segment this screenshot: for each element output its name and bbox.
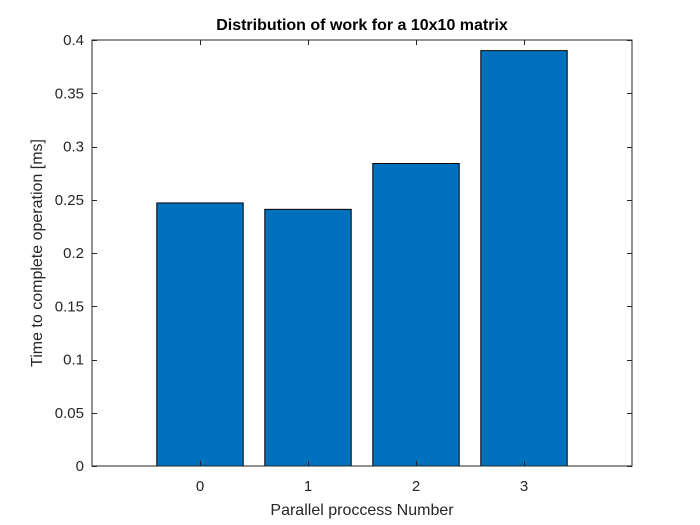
- x-axis-label: Parallel proccess Number: [270, 502, 454, 519]
- y-tick-label: 0.4: [63, 32, 84, 49]
- y-tick-label: 0.25: [55, 192, 84, 209]
- y-tick-label: 0: [76, 458, 84, 475]
- y-tick-label: 0.1: [63, 352, 84, 369]
- x-tick-label: 0: [196, 478, 204, 495]
- y-tick-label: 0.3: [63, 139, 84, 156]
- y-axis-label: Time to complete operation [ms]: [29, 139, 46, 367]
- y-tick-label: 0.35: [55, 85, 84, 102]
- bars: [156, 50, 568, 467]
- tick-labels: 0 0.05 0.1 0.15 0.2 0.25 0.3 0.35 0.4 0 1 2 3: [55, 32, 528, 495]
- chart-title: Distribution of work for a 10x10 matrix: [216, 17, 508, 34]
- bar-0: [156, 202, 244, 467]
- bar-2: [372, 163, 460, 467]
- y-tick-label: 0.2: [63, 245, 84, 262]
- x-tick-label: 3: [520, 478, 528, 495]
- x-tick-label: 2: [412, 478, 420, 495]
- bar-1: [264, 208, 352, 467]
- axis-ticks: [92, 40, 632, 467]
- x-tick-label: 1: [304, 478, 312, 495]
- y-tick-label: 0.05: [55, 405, 84, 422]
- bar-3: [480, 50, 568, 467]
- y-tick-label: 0.15: [55, 298, 84, 315]
